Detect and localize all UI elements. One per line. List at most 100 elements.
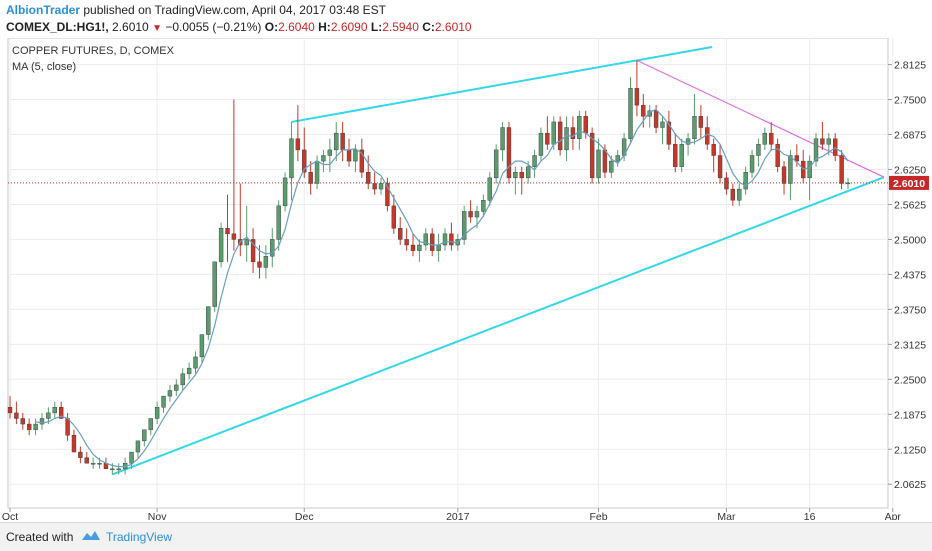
- candle-body: [84, 457, 89, 464]
- candle-body: [302, 149, 307, 173]
- candle: [84, 452, 89, 464]
- time-axis[interactable]: Oct Nov Dec 2017 Feb Mar 16 Apr: [2, 508, 902, 520]
- candle-body: [340, 132, 345, 151]
- candle: [334, 121, 339, 162]
- candle: [449, 222, 454, 251]
- price-axis[interactable]: 2.8125 2.7500 2.6875 2.6250 2.5625 2.5000 2.43…: [888, 60, 929, 492]
- candle-body: [404, 239, 409, 246]
- close-value: 2.6010: [434, 20, 472, 34]
- candle: [193, 351, 198, 374]
- tradingview-brand[interactable]: TradingView: [106, 530, 173, 544]
- symbol-name: COMEX_DL:HG1!,: [6, 20, 109, 34]
- candle: [717, 144, 723, 184]
- y-tick-label: 2.6875: [894, 130, 926, 142]
- candle-body: [263, 256, 269, 268]
- candle: [71, 429, 77, 453]
- candle-body: [186, 367, 192, 374]
- candle: [519, 166, 524, 195]
- candle-body: [391, 205, 396, 229]
- x-tick-label: Mar: [717, 511, 736, 520]
- candle: [385, 177, 390, 212]
- candle-body: [845, 182, 851, 185]
- candle-body: [506, 127, 512, 179]
- candle-body: [442, 233, 448, 246]
- candle-body: [807, 160, 812, 179]
- candle-body: [27, 423, 32, 430]
- candle-body: [538, 132, 544, 156]
- candle: [321, 149, 326, 173]
- candle-body: [487, 177, 492, 201]
- candle: [769, 121, 774, 150]
- candle: [692, 93, 697, 145]
- candle-body: [628, 88, 633, 139]
- candle-body: [813, 138, 819, 162]
- candle: [481, 194, 486, 218]
- candle-body: [110, 468, 115, 471]
- candle: [282, 172, 288, 212]
- grid: [8, 38, 894, 508]
- candle-body: [743, 172, 748, 190]
- candle: [679, 138, 684, 173]
- publish-line: AlbionTrader published on TradingView.co…: [6, 3, 386, 17]
- y-tick-label: 2.7500: [894, 95, 926, 107]
- candle-body: [270, 239, 275, 257]
- candle: [276, 200, 281, 251]
- candle: [749, 149, 755, 178]
- last-price-tag: [889, 175, 929, 190]
- candle-body: [525, 166, 531, 179]
- candle: [820, 121, 825, 150]
- candle: [295, 105, 301, 162]
- candle-body: [276, 205, 281, 240]
- candle: [487, 172, 492, 206]
- published-text: published on TradingView.com, April 04, …: [83, 3, 387, 17]
- created-with-text: Created with: [6, 530, 74, 544]
- candle-body: [596, 149, 601, 179]
- candle-body: [20, 418, 25, 425]
- candle-body: [423, 233, 428, 246]
- candle: [218, 222, 224, 268]
- candle: [807, 155, 812, 201]
- candle-body: [557, 121, 563, 151]
- candle: [116, 463, 121, 475]
- candle-body: [788, 155, 793, 184]
- y-tick-label: 2.5000: [894, 234, 926, 246]
- x-tick-label: 16: [804, 511, 816, 520]
- candle-body: [14, 412, 19, 419]
- candle: [468, 200, 473, 223]
- candle: [33, 418, 38, 436]
- candle-body: [410, 244, 416, 251]
- candle-body: [116, 468, 121, 471]
- candle: [685, 133, 691, 156]
- price-chart[interactable]: 2.8125 2.7500 2.6875 2.6250 2.5625 2.5000 2.43…: [0, 38, 932, 520]
- candle: [775, 138, 780, 173]
- candle-body: [65, 418, 70, 436]
- candle-body: [314, 160, 320, 184]
- plot-area[interactable]: [7, 38, 889, 509]
- candle-body: [430, 233, 435, 251]
- channel-support-line: [111, 176, 885, 476]
- candle: [730, 183, 736, 206]
- candle: [308, 161, 313, 195]
- candle-body: [250, 239, 256, 263]
- candle: [545, 116, 550, 150]
- candle-body: [653, 110, 659, 128]
- candle: [589, 127, 595, 184]
- candle: [199, 334, 205, 363]
- candle: [666, 110, 672, 150]
- y-tick-label: 2.5625: [894, 199, 926, 211]
- candle-body: [609, 160, 614, 173]
- candle: [410, 233, 416, 257]
- candle-body: [481, 200, 486, 212]
- candle: [161, 395, 166, 413]
- candle-body: [615, 155, 620, 162]
- candle-body: [334, 132, 339, 151]
- y-tick-label: 2.3125: [894, 339, 926, 351]
- candle: [186, 362, 192, 380]
- candle-body: [97, 463, 102, 465]
- close-label: C:: [422, 20, 435, 34]
- candle: [737, 183, 742, 206]
- author-link[interactable]: AlbionTrader: [6, 3, 81, 17]
- candle: [327, 138, 333, 173]
- candle: [263, 245, 269, 279]
- candle: [462, 205, 467, 246]
